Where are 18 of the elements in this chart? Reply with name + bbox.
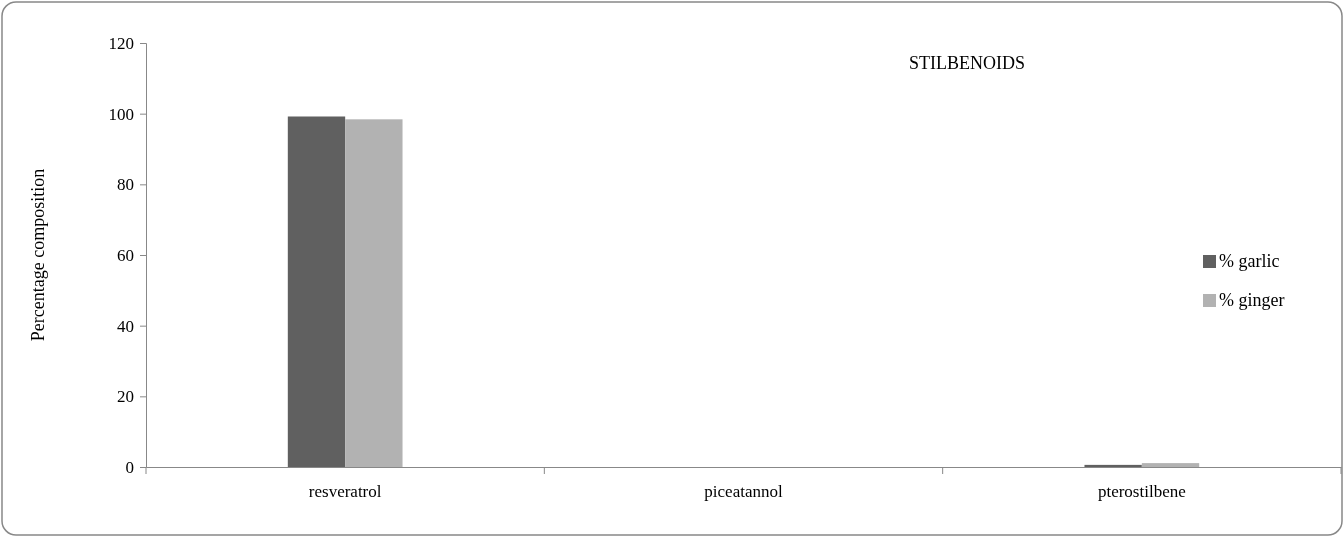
bar (345, 119, 403, 467)
bar (1084, 464, 1142, 467)
legend-label: % ginger (1219, 290, 1285, 310)
legend-label: % garlic (1219, 251, 1280, 271)
y-tick-label: 120 (108, 33, 134, 53)
y-tick-label: 0 (125, 457, 134, 477)
text: STILBENOIDS (909, 53, 1025, 73)
x-tick-label: piceatannol (704, 482, 783, 502)
y-tick-label: 40 (117, 316, 134, 336)
x-tick-label: pterostilbene (1097, 482, 1186, 502)
y-axis-title: Percentage composition (28, 168, 48, 342)
x-tick-label: resveratrol (308, 482, 382, 502)
y-tick-label: 60 (117, 245, 134, 265)
bar (1141, 463, 1200, 467)
y-tick-label: 80 (117, 175, 134, 195)
y-tick-label: 20 (117, 387, 134, 407)
y-tick-label: 100 (108, 104, 134, 124)
bar (287, 116, 346, 467)
